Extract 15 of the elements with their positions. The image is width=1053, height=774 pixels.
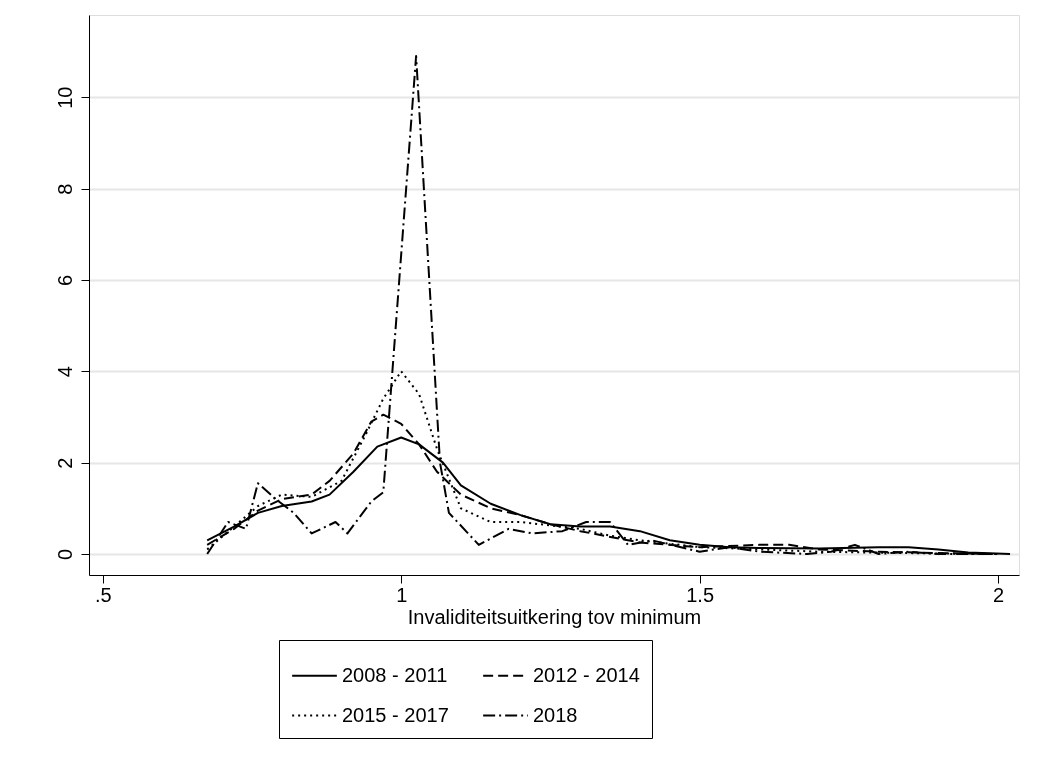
y-tick-label: 2 (53, 457, 76, 469)
x-tick-label: 1 (396, 583, 408, 606)
legend-label: 2012 - 2014 (533, 663, 640, 686)
y-tick-label: 4 (53, 366, 76, 378)
y-tick-label: 6 (53, 274, 76, 286)
x-tick-label: 1.5 (686, 583, 715, 606)
x-tick-label: 2 (993, 583, 1005, 606)
x-axis-title: Invaliditeitsuitkering tov minimum (407, 605, 702, 628)
x-tick-label: .5 (94, 583, 112, 606)
y-tick-label: 0 (53, 548, 76, 561)
legend-label: 2018 (533, 703, 578, 726)
y-tick-label: 10 (53, 86, 76, 109)
y-tick-label: 8 (53, 183, 76, 195)
legend-label: 2008 - 2011 (342, 663, 448, 686)
legend-label: 2015 - 2017 (342, 703, 449, 726)
